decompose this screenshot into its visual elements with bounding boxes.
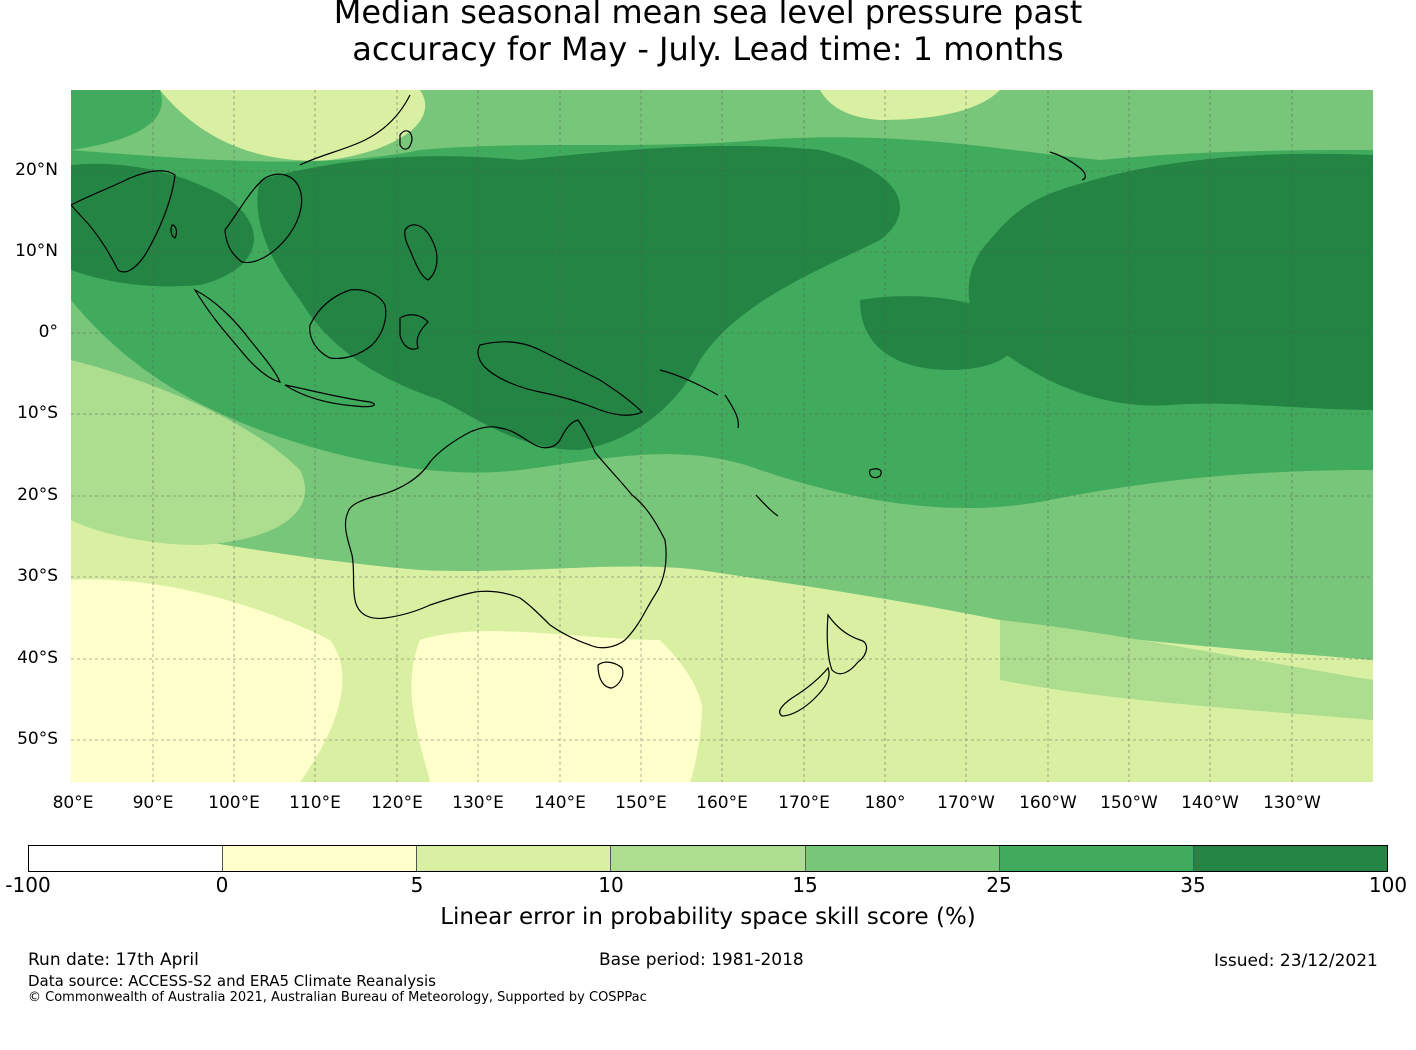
lon-label-180: 180°	[864, 793, 906, 813]
new-zealand-north-island	[826, 613, 868, 675]
colorbar-tick-10: 10	[598, 873, 624, 897]
taiwan-coastline	[399, 130, 413, 150]
new-guinea-coastline	[477, 341, 644, 416]
philippines-coastline	[404, 224, 438, 281]
data-source: Data source: ACCESS-S2 and ERA5 Climate …	[28, 972, 436, 990]
lon-label-170e: 170°E	[778, 793, 830, 813]
fiji-islands	[869, 468, 882, 479]
java-coastline	[284, 384, 375, 408]
maritime-continent-high-skill-core	[257, 145, 901, 451]
lon-label-80e: 80°E	[52, 793, 94, 813]
tasman-pale-region	[690, 590, 889, 782]
lat-label-20n: 20°N	[15, 160, 58, 180]
lat-label-0: 0°	[38, 322, 58, 342]
lon-label-110e: 110°E	[289, 793, 341, 813]
lon-label-150e: 150°E	[615, 793, 667, 813]
colorbar-segment-4	[805, 846, 1000, 871]
hawaii-islands	[1049, 151, 1086, 181]
skill-score-map	[71, 90, 1373, 782]
lon-label-130e: 130°E	[452, 793, 504, 813]
sulawesi-coastline	[399, 314, 429, 350]
australia-coastline	[344, 419, 667, 649]
lat-label-50s: 50°S	[17, 729, 58, 749]
colorbar-tick-5: 5	[410, 873, 424, 897]
lat-label-20s: 20°S	[17, 485, 58, 505]
south-australia-low-skill-region	[411, 631, 705, 782]
central-pacific-high-skill-core	[968, 153, 1373, 411]
indochina-coastline	[224, 173, 303, 264]
lon-label-160e: 160°E	[696, 793, 748, 813]
map-title: Median seasonal mean sea level pressure …	[0, 0, 1416, 68]
sri-lanka	[170, 224, 178, 239]
lat-label-10s: 10°S	[17, 403, 58, 423]
coastlines	[71, 94, 1086, 717]
new-caledonia	[755, 494, 779, 517]
title-line-1: Median seasonal mean sea level pressure …	[333, 0, 1083, 31]
colorbar-tick-100: 100	[1368, 873, 1408, 897]
issued-date: Issued: 23/12/2021	[1214, 951, 1378, 971]
north-west-green-region	[71, 90, 162, 150]
colorbar-segment-1	[223, 846, 418, 871]
lon-label-140e: 140°E	[534, 793, 586, 813]
copyright: © Commonwealth of Australia 2021, Austra…	[28, 990, 647, 1005]
lat-label-30s: 30°S	[17, 566, 58, 586]
southern-low-skill-region	[71, 579, 343, 782]
title-line-2: accuracy for May - July. Lead time: 1 mo…	[352, 30, 1064, 68]
lon-label-140w: 140°W	[1181, 793, 1239, 813]
colorbar	[28, 845, 1388, 872]
vanuatu-islands	[724, 394, 740, 429]
southeast-pacific-pale-region	[1000, 620, 1373, 720]
india-coastline	[71, 170, 176, 273]
colorbar-tick-35: 35	[1180, 873, 1206, 897]
tasmania-coastline	[597, 661, 624, 689]
base-period: Base period: 1981-2018	[599, 950, 804, 970]
equatorial-pacific-high-skill-strip	[860, 296, 1017, 370]
lon-label-150w: 150°W	[1100, 793, 1158, 813]
southwest-moderate-region	[71, 360, 306, 545]
colorbar-tick-15: 15	[792, 873, 818, 897]
colorbar-label: Linear error in probability space skill …	[440, 904, 976, 930]
colorbar-segment-6	[1193, 846, 1387, 871]
sumatra-coastline	[193, 288, 281, 383]
colorbar-tick-0: 0	[215, 873, 229, 897]
lat-label-10n: 10°N	[15, 241, 58, 261]
colorbar-segment-0	[29, 846, 224, 871]
north-pacific-pale-band	[820, 90, 1000, 120]
colorbar-tick-25: 25	[986, 873, 1012, 897]
solomon-islands	[659, 369, 719, 396]
colorbar-segment-2	[417, 846, 612, 871]
run-date: Run date: 17th April	[28, 950, 199, 970]
china-coastline	[299, 94, 411, 166]
lon-label-160w: 160°W	[1019, 793, 1077, 813]
lon-label-130w: 130°W	[1263, 793, 1321, 813]
indian-ocean-high-skill-core	[71, 163, 254, 287]
lon-label-100e: 100°E	[208, 793, 260, 813]
colorbar-segment-3	[611, 846, 806, 871]
lon-label-120e: 120°E	[371, 793, 423, 813]
colorbar-segment-5	[999, 846, 1194, 871]
graticule	[71, 90, 1373, 782]
lon-label-170w: 170°W	[937, 793, 995, 813]
colorbar-tick-minus-100: -100	[5, 873, 51, 897]
borneo-coastline	[309, 289, 387, 360]
lat-label-40s: 40°S	[17, 648, 58, 668]
new-zealand-south-island	[779, 666, 830, 717]
lon-label-90e: 90°E	[132, 793, 174, 813]
